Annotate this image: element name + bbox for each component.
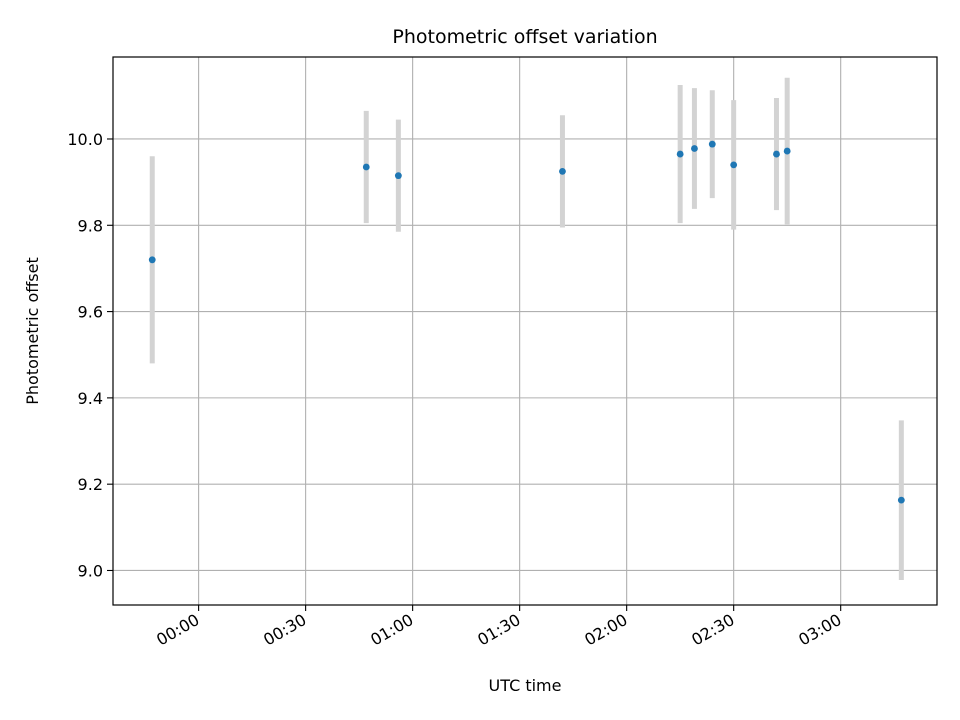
data-point [148,256,156,264]
y-tick-label: 9.8 [78,216,103,235]
data-point [773,150,780,158]
data-point [783,147,791,155]
x-tick-label: 02:30 [688,610,737,650]
x-tick-label: 00:30 [260,610,309,650]
y-axis-ticks: 9.0 9.2 9.4 9.6 9.8 10.0 [67,130,113,580]
x-tick-label: 01:00 [367,610,416,650]
y-tick-label: 10.0 [67,130,103,149]
y-tick-label: 9.6 [78,303,103,322]
x-tick-label: 02:00 [581,610,630,650]
x-tick-label: 03:00 [795,610,844,650]
data-point [730,161,738,169]
plot-frame [112,56,938,606]
data-points [148,140,905,504]
y-tick-label: 9.4 [78,389,103,408]
x-axis-ticks: 00:00 00:30 01:00 01:30 02:00 02:30 03:00 [153,605,845,650]
x-tick-label: 01:30 [474,610,523,650]
chart-title: Photometric offset variation [392,26,657,48]
data-point [897,496,905,504]
y-axis-label: Photometric offset [23,257,42,405]
data-point [708,140,716,148]
y-tick-label: 9.0 [78,561,103,580]
data-point [559,167,566,175]
x-tick-label: 00:00 [153,610,202,650]
grid [113,57,937,605]
data-point [362,163,370,171]
data-point [394,172,402,180]
y-tick-label: 9.2 [78,475,103,494]
data-point [691,145,698,152]
data-point [676,150,684,158]
x-axis-label: UTC time [489,676,562,695]
